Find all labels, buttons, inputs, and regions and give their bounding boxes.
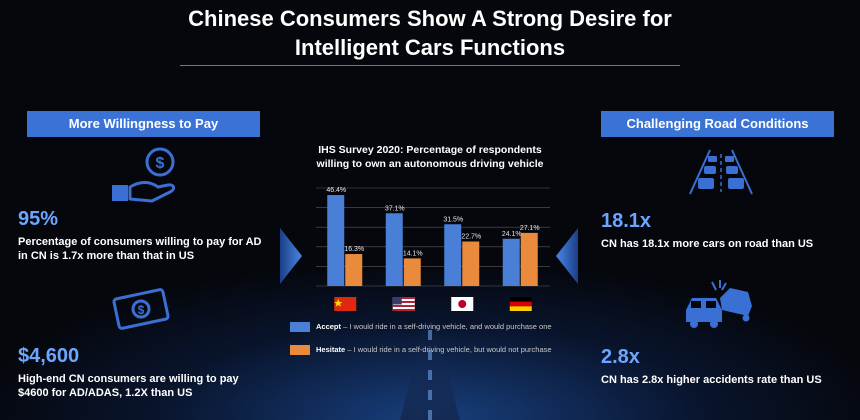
bar-hesitate [520, 232, 538, 286]
chart-title: IHS Survey 2020: Percentage of responden… [270, 143, 590, 171]
stat-4600-desc-line2: $4600 for AD/ADAS, 1.2X than US [18, 387, 193, 399]
bar-hesitate [462, 241, 480, 286]
data-label: 22.7% [461, 234, 481, 241]
bar-hesitate [345, 254, 363, 286]
legend-hesitate: Hesitate – I would ride in a self-drivin… [290, 345, 552, 356]
right-pointing-arrow-icon [280, 228, 302, 284]
data-label: 14.1% [403, 250, 423, 257]
data-label: 37.1% [385, 205, 405, 212]
stat-95-desc-line2: in CN is 1.7x more than that in US [18, 250, 195, 262]
legend-accept-name: Accept [316, 322, 342, 331]
stat-2-8x: 2.8x [601, 346, 640, 368]
bar-accept [444, 224, 462, 286]
badge-road-conditions: Challenging Road Conditions [601, 111, 834, 137]
bar-accept [385, 213, 403, 286]
legend-hesitate-swatch [290, 345, 310, 356]
flag-united-states [392, 297, 415, 311]
legend-accept: Accept – I would ride in a self-driving … [290, 322, 552, 333]
svg-text:$: $ [156, 155, 165, 172]
money-icon: $ [112, 288, 170, 330]
badge-willingness-to-pay: More Willingness to Pay [27, 111, 260, 137]
car-crash-icon [686, 280, 752, 328]
bar-accept [327, 195, 345, 286]
bar-chart: 46.4% 37.1% 31.5% 24.1% 16.3% 14.1% 22.7% 27.1% [316, 187, 550, 311]
slide-title-line1: Chinese Consumers Show A Strong Desire f… [188, 6, 672, 31]
legend-accept-desc: – I would ride in a self-driving vehicle… [341, 322, 552, 331]
stat-4600: $4,600 [18, 345, 80, 367]
stat-2-8x-desc: CN has 2.8x higher accidents rate than U… [601, 374, 822, 386]
data-label: 46.4% [326, 187, 346, 194]
chart-title-line2: willing to own an autonomous driving veh… [316, 158, 544, 170]
title-divider [180, 65, 680, 66]
data-label: 16.3% [344, 246, 364, 253]
hand-coin-icon: $ [112, 147, 176, 203]
flag-japan [451, 297, 474, 311]
flag-china [334, 297, 357, 311]
stat-18x: 18.1x [601, 210, 652, 232]
stat-95-desc-line1: Percentage of consumers willing to pay f… [18, 236, 262, 248]
chart-title-line1: IHS Survey 2020: Percentage of responden… [318, 144, 542, 156]
traffic-road-icon [689, 149, 753, 195]
flag-germany [509, 297, 532, 311]
legend-hesitate-name: Hesitate [316, 345, 346, 354]
left-pointing-arrow-icon [556, 228, 578, 284]
stat-18x-desc: CN has 18.1x more cars on road than US [601, 238, 814, 250]
legend-accept-swatch [290, 322, 310, 333]
chart-data-labels: 46.4% 37.1% 31.5% 24.1% 16.3% 14.1% 22.7% 27.1% [326, 187, 539, 257]
legend-hesitate-desc: – I would ride in a self-driving vehicle… [345, 345, 552, 354]
data-label: 31.5% [443, 216, 463, 223]
bar-hesitate [403, 258, 421, 286]
data-label: 27.1% [520, 225, 540, 232]
stat-95-percent: 95% [18, 208, 59, 230]
stat-4600-desc-line1: High-end CN consumers are willing to pay [18, 373, 239, 385]
data-label: 24.1% [502, 231, 522, 238]
chart-bars [327, 195, 538, 286]
background-lane-marking [428, 330, 432, 420]
svg-text:$: $ [138, 303, 145, 317]
slide-title-line2: Intelligent Cars Functions [294, 35, 566, 60]
bar-accept [502, 238, 520, 286]
chart-category-flags [334, 297, 532, 311]
